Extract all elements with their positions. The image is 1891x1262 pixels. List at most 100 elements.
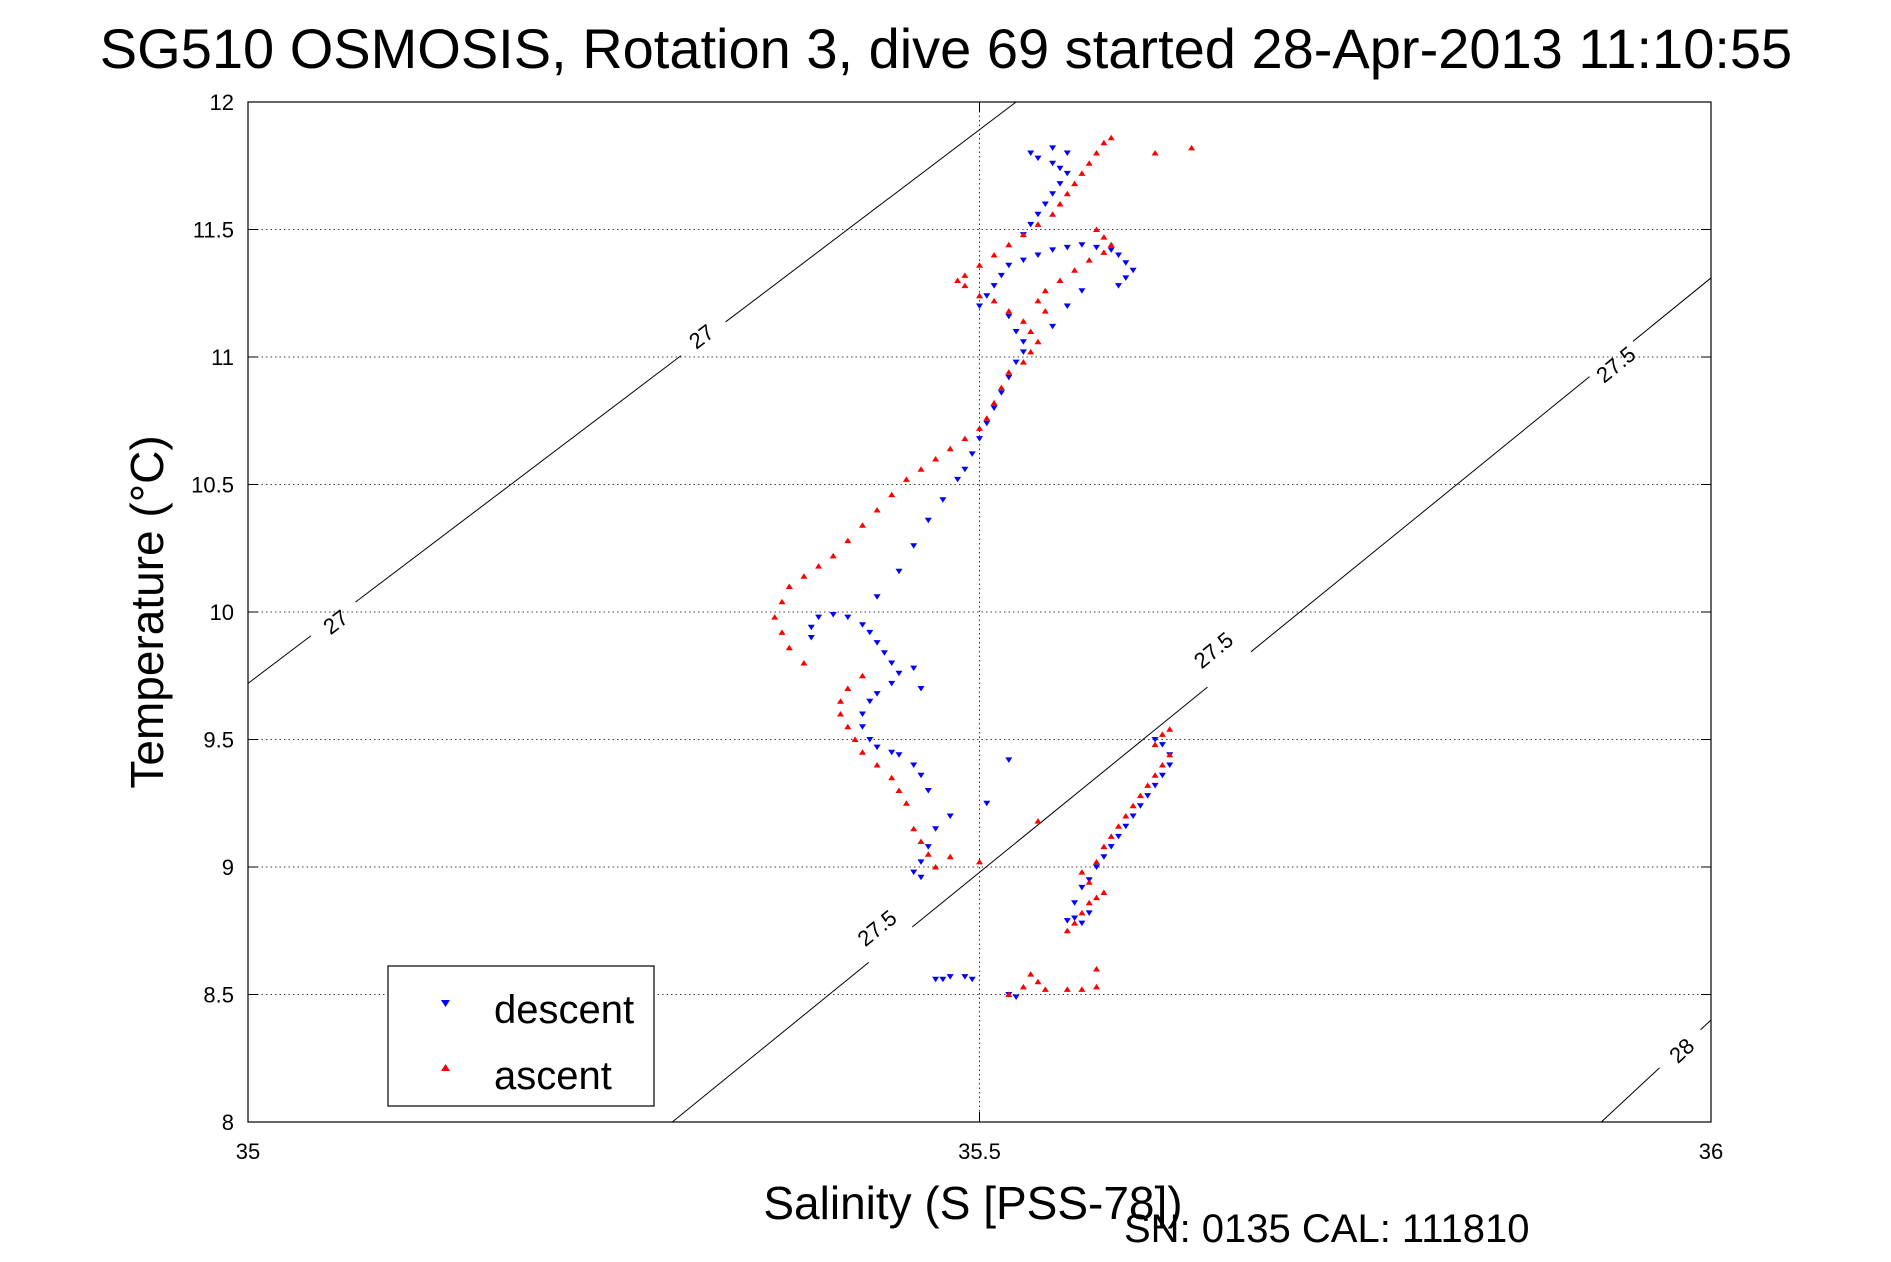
y-axis-label: Temperature (°C) [121, 435, 173, 788]
ascent-point [983, 415, 991, 421]
ascent-point [1034, 221, 1042, 227]
contour-line-28 [1700, 1019, 1712, 1031]
descent-point [939, 497, 947, 503]
descent-point [1049, 191, 1057, 197]
ascent-point [1085, 899, 1093, 906]
contour-line-27.5 [1250, 376, 1590, 653]
ascent-point [976, 425, 983, 431]
descent-point [983, 293, 991, 299]
descent-point [1049, 323, 1057, 330]
ascent-point [1078, 869, 1086, 875]
descent-point [910, 869, 918, 876]
ascent-point [990, 252, 998, 258]
ascent-point [844, 723, 852, 730]
descent-point [924, 517, 932, 524]
descent-point [983, 800, 991, 807]
ascent-point [829, 552, 837, 559]
y-tick-label: 11 [211, 345, 234, 370]
descent-point [1049, 247, 1057, 253]
ascent-point [800, 660, 808, 666]
descent-point [997, 272, 1005, 279]
legend: descent ascent [387, 965, 655, 1107]
descent-point [939, 976, 947, 983]
ascent-point [1158, 762, 1166, 768]
ascent-point [1005, 369, 1013, 375]
ascent-point [1078, 909, 1086, 916]
ascent-point [961, 282, 969, 289]
ascent-point [961, 272, 969, 278]
ascent-point [961, 435, 969, 442]
descent-point [976, 303, 983, 309]
ascent-point [1093, 966, 1100, 972]
ascent-point [1093, 983, 1100, 990]
descent-point [1019, 339, 1027, 345]
ascent-point [990, 297, 998, 304]
ascent-point [1071, 267, 1079, 273]
ascent-point [1093, 226, 1100, 232]
descent-point [1078, 884, 1086, 891]
descent-point [1034, 211, 1042, 218]
ascent-point [837, 698, 844, 704]
descent-point [1166, 762, 1174, 768]
ascent-point [1027, 348, 1035, 355]
ascent-point [1122, 813, 1130, 819]
descent-point [859, 711, 866, 717]
ascent-point [1019, 983, 1027, 990]
descent-point [968, 976, 976, 983]
descent-point [1071, 900, 1079, 906]
x-tick-label: 36 [1699, 1139, 1723, 1164]
ascent-point [1071, 920, 1079, 926]
descent-point [1122, 260, 1130, 266]
ascent-point [837, 711, 844, 717]
ascent-point [1093, 894, 1100, 901]
ascent-point [1034, 338, 1042, 345]
x-axis-label: Salinity (S [PSS-78]) [763, 1177, 1182, 1229]
contour-line-27 [355, 355, 682, 603]
descent-point [1107, 844, 1115, 850]
ascent-point [1034, 297, 1042, 304]
descent-point [961, 974, 969, 980]
ascent-point [1027, 971, 1035, 977]
ascent-point [1034, 818, 1042, 824]
descent-point [990, 283, 998, 289]
descent-point [873, 594, 881, 600]
descent-point [1151, 782, 1159, 789]
descent-point [917, 859, 925, 865]
descent-point [807, 624, 815, 631]
ascent-point [1019, 318, 1027, 324]
descent-point [1151, 737, 1159, 743]
ascent-point [1041, 986, 1049, 992]
descent-point [1005, 757, 1013, 763]
descent-point [1115, 833, 1122, 840]
ascent-point [1005, 991, 1013, 997]
contour-line-27.5 [911, 686, 1208, 928]
ascent-point [1115, 823, 1122, 829]
descent-point [1005, 313, 1013, 320]
descent-point [807, 635, 815, 641]
ascent-point [873, 762, 881, 768]
descent-point [873, 744, 881, 751]
axis-ticks: 35 35.5 36 8 8.5 9 9.5 10 10.5 11 11.5 12 [191, 90, 1723, 1164]
chart-title: SG510 OSMOSIS, Rotation 3, dive 69 start… [100, 17, 1792, 80]
descent-point [1136, 803, 1144, 809]
ascent-point [1034, 978, 1042, 985]
ascent-point [1166, 726, 1174, 732]
ascent-point [932, 864, 940, 870]
descent-point [1158, 742, 1166, 748]
descent-point [1129, 813, 1137, 819]
ascent-point [1129, 802, 1137, 809]
descent-point [880, 650, 888, 656]
x-tick-label: 35.5 [958, 1139, 1001, 1164]
descent-point [1078, 242, 1086, 248]
ascent-point [1005, 241, 1013, 248]
ascent-point [873, 507, 881, 513]
descent-point [895, 752, 903, 758]
ascent-point [859, 522, 866, 528]
ascent-point [976, 858, 983, 865]
legend-box [387, 965, 655, 1107]
ascent-point [771, 614, 779, 620]
descent-point [844, 614, 852, 621]
y-tick-label: 9 [222, 855, 234, 880]
descent-point [1122, 823, 1130, 830]
ascent-point [785, 583, 793, 589]
